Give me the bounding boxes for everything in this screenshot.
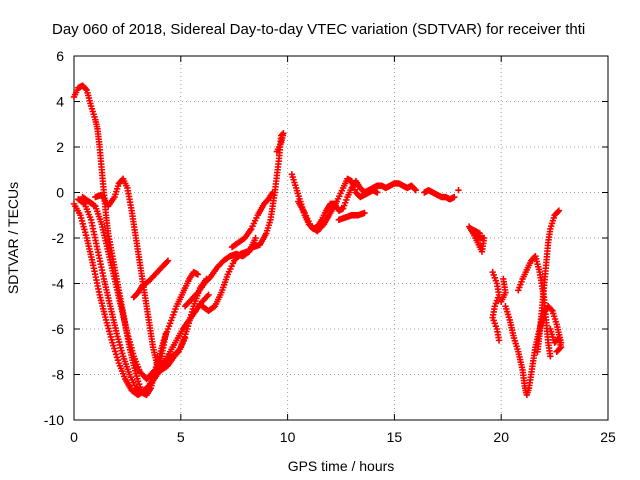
data-point — [495, 337, 503, 344]
data-point — [181, 334, 189, 342]
data-point — [412, 187, 419, 194]
y-axis-label: SDTVAR / TECUs — [5, 182, 21, 294]
data-point — [455, 187, 462, 194]
data-point — [553, 348, 560, 355]
data-point — [164, 257, 172, 264]
y-tick-label: -2 — [52, 230, 65, 246]
y-tick-label: 0 — [56, 185, 64, 201]
axes: 0 5 10 15 20 25 -10 -8 -6 -4 -2 0 2 4 6 — [44, 48, 616, 445]
y-tick-label: 4 — [56, 94, 64, 110]
data-point — [162, 330, 170, 337]
y-tick-label: -10 — [44, 412, 64, 428]
data-point — [554, 347, 562, 354]
data-point — [205, 291, 212, 299]
data-point — [498, 298, 505, 305]
x-tick-label: 25 — [600, 429, 616, 445]
y-tick-label: 2 — [56, 139, 64, 155]
x-axis-label: GPS time / hours — [288, 458, 395, 474]
data-point — [194, 271, 202, 278]
y-tick-label: -8 — [52, 367, 65, 383]
x-tick-label: 10 — [280, 429, 296, 445]
data-point — [269, 189, 276, 196]
data-point — [374, 189, 381, 196]
data-point — [548, 306, 555, 313]
data-point — [451, 193, 458, 201]
y-tick-label: -4 — [52, 276, 65, 292]
y-tick-label: -6 — [52, 321, 65, 337]
data-point — [82, 85, 89, 93]
grid — [74, 56, 608, 420]
data-point — [411, 185, 418, 193]
data-point — [476, 230, 484, 237]
data-point — [252, 234, 259, 242]
y-tick-label: 6 — [56, 48, 64, 64]
chart-title: Day 060 of 2018, Sidereal Day-to-day VTE… — [52, 21, 585, 38]
data-point — [555, 207, 563, 214]
data-point — [554, 208, 562, 216]
x-tick-label: 15 — [387, 429, 403, 445]
x-tick-label: 20 — [493, 429, 509, 445]
data-marks — [70, 82, 565, 399]
data-point — [361, 209, 368, 217]
x-tick-label: 0 — [70, 429, 78, 445]
data-point — [547, 353, 554, 360]
x-tick-label: 5 — [177, 429, 185, 445]
data-point — [163, 258, 171, 266]
data-point — [273, 148, 281, 155]
